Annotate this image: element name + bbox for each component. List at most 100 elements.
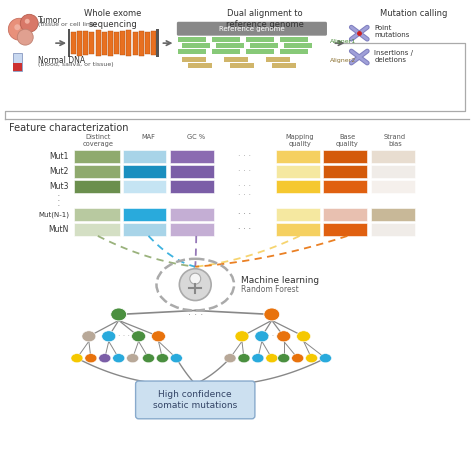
Ellipse shape (319, 354, 331, 363)
Text: Strand
bias: Strand bias (384, 134, 406, 147)
Circle shape (9, 18, 30, 40)
Bar (276, 180, 319, 193)
Bar (216, 43, 244, 48)
FancyBboxPatch shape (136, 381, 255, 419)
Bar (71, 32, 76, 54)
Bar (246, 49, 274, 54)
Text: Mutation calling: Mutation calling (380, 9, 447, 18)
Bar (276, 150, 319, 163)
Bar (371, 208, 415, 221)
Ellipse shape (82, 331, 96, 342)
Text: (tissue or cell line): (tissue or cell line) (38, 22, 96, 27)
Ellipse shape (156, 354, 168, 363)
Bar (170, 208, 214, 221)
Text: · · ·: · · · (238, 210, 252, 219)
Bar (156, 29, 159, 57)
Text: Mut3: Mut3 (49, 182, 69, 191)
Bar (323, 150, 367, 163)
Text: Machine learning: Machine learning (241, 276, 319, 285)
Bar (182, 43, 210, 48)
Ellipse shape (71, 354, 83, 363)
Text: · · ·: · · · (267, 332, 279, 341)
Bar (123, 150, 166, 163)
Bar (371, 180, 415, 193)
Bar (133, 32, 137, 54)
Text: Mut2: Mut2 (50, 167, 69, 176)
Circle shape (25, 19, 30, 24)
Ellipse shape (235, 331, 249, 342)
Text: Whole exome
sequencing: Whole exome sequencing (84, 9, 141, 29)
Text: Mapping
quality: Mapping quality (285, 134, 314, 147)
Bar (123, 165, 166, 178)
Bar (323, 208, 367, 221)
Bar (170, 180, 214, 193)
Ellipse shape (113, 354, 125, 363)
Ellipse shape (111, 308, 127, 321)
Ellipse shape (132, 331, 146, 342)
Bar (170, 165, 214, 178)
Bar (230, 63, 254, 68)
Ellipse shape (252, 354, 264, 363)
Text: ·: · (57, 191, 61, 201)
Bar (145, 32, 150, 54)
Bar (90, 32, 94, 54)
Bar (323, 165, 367, 178)
Ellipse shape (255, 331, 269, 342)
Bar (68, 29, 71, 57)
Bar (123, 223, 166, 236)
Text: · · ·: · · · (188, 310, 203, 320)
Circle shape (17, 29, 33, 45)
Text: · · ·: · · · (238, 153, 252, 162)
Text: Mut1: Mut1 (50, 153, 69, 162)
Text: Aligner2: Aligner2 (329, 58, 356, 63)
Text: MAF: MAF (142, 134, 155, 140)
Bar (102, 32, 107, 54)
FancyBboxPatch shape (177, 22, 327, 36)
Ellipse shape (224, 354, 236, 363)
Text: Feature characterization: Feature characterization (9, 123, 129, 133)
Text: · · ·: · · · (238, 225, 252, 234)
Text: High confidence
somatic mutations: High confidence somatic mutations (153, 390, 237, 410)
Text: (blood, saliva, or tissue): (blood, saliva, or tissue) (38, 62, 114, 67)
Text: · · ·: · · · (118, 332, 129, 341)
Bar (83, 31, 88, 55)
Ellipse shape (306, 354, 318, 363)
Ellipse shape (238, 354, 250, 363)
Bar (250, 43, 278, 48)
Bar (246, 37, 274, 42)
Ellipse shape (170, 354, 182, 363)
Bar (280, 37, 308, 42)
Text: Random Forest: Random Forest (241, 285, 299, 294)
Bar (212, 37, 240, 42)
Circle shape (179, 269, 211, 301)
Bar (276, 223, 319, 236)
Bar (123, 208, 166, 221)
Bar (212, 49, 240, 54)
Bar (276, 165, 319, 178)
Bar (170, 150, 214, 163)
Bar (74, 180, 120, 193)
Bar (74, 208, 120, 221)
Bar (77, 31, 82, 55)
Text: MutN: MutN (49, 225, 69, 234)
Text: Distinct
coverage: Distinct coverage (82, 134, 113, 147)
Text: ·: · (57, 196, 61, 206)
Circle shape (20, 14, 38, 32)
Bar (188, 63, 212, 68)
Bar (74, 150, 120, 163)
Bar (224, 57, 248, 62)
Ellipse shape (143, 354, 155, 363)
Text: · · ·: · · · (238, 225, 252, 234)
Text: Base
quality: Base quality (336, 134, 359, 147)
Bar (280, 49, 308, 54)
Bar (108, 31, 113, 55)
Text: · · ·: · · · (238, 182, 252, 191)
Ellipse shape (127, 354, 138, 363)
Text: Point
mutations: Point mutations (374, 25, 410, 38)
Bar (139, 31, 144, 55)
Ellipse shape (264, 308, 280, 321)
Bar (276, 208, 319, 221)
Text: GC %: GC % (187, 134, 205, 140)
Ellipse shape (99, 354, 111, 363)
Ellipse shape (277, 331, 291, 342)
